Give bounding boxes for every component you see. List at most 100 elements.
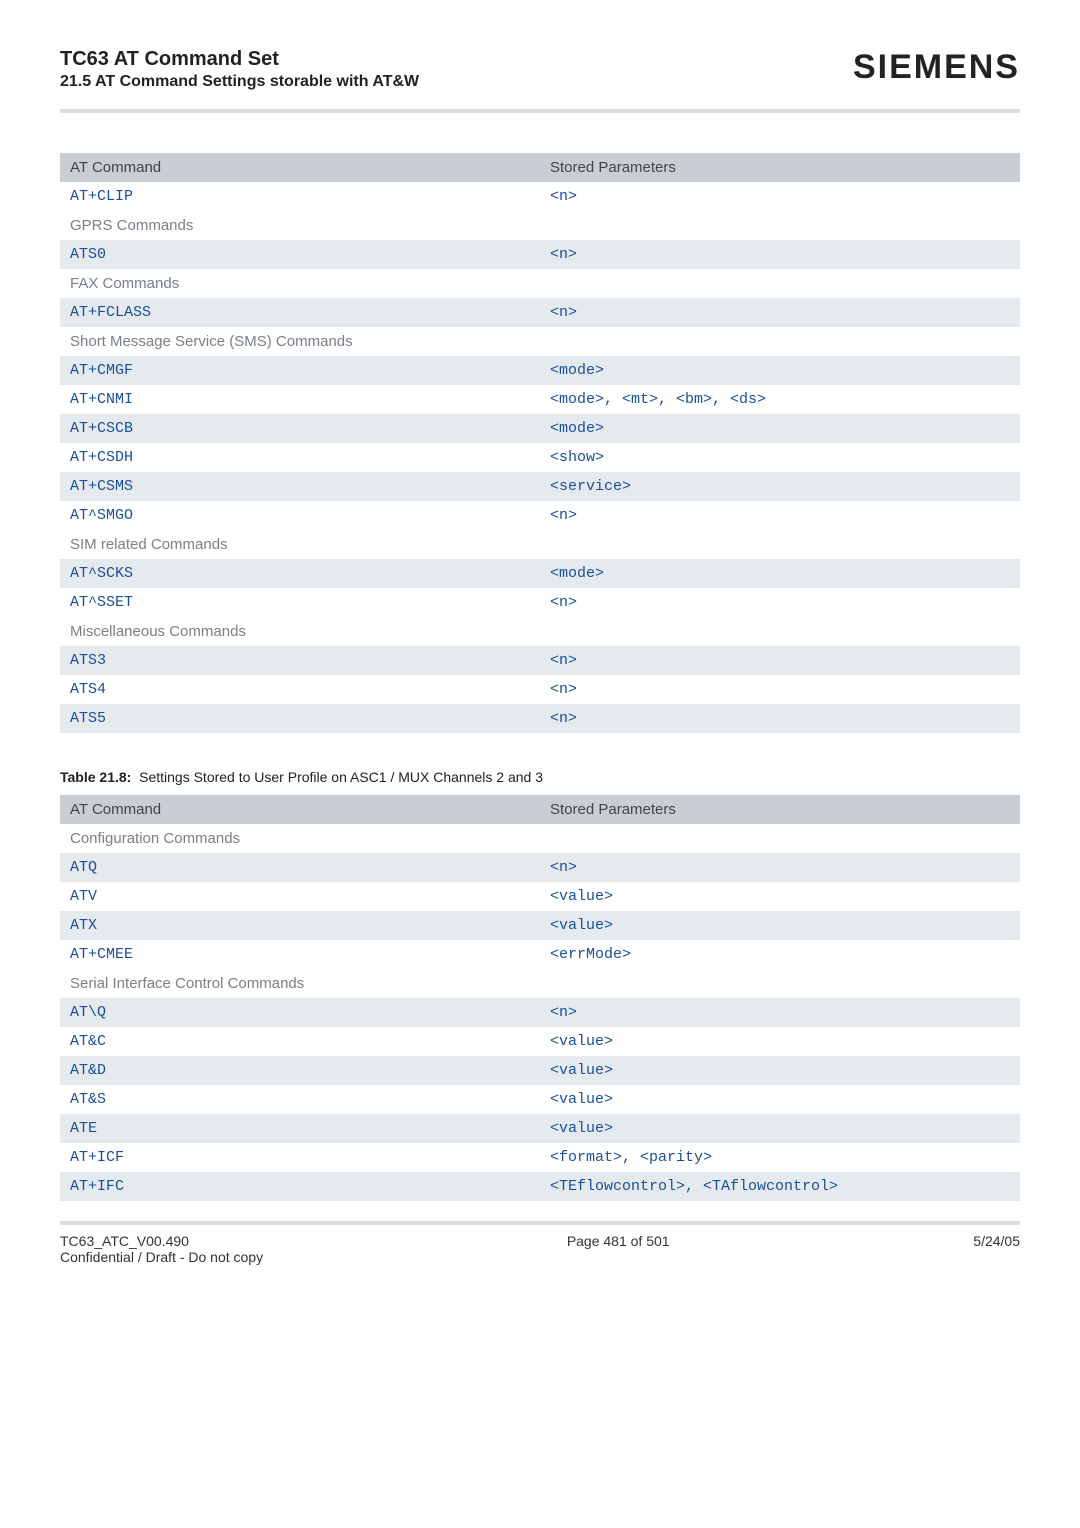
table-row: AT&D<value> xyxy=(60,1056,1020,1085)
table-row: AT^SSET<n> xyxy=(60,588,1020,617)
at-command: AT&C xyxy=(60,1027,540,1056)
footer-page: Page 481 of 501 xyxy=(567,1233,670,1265)
at-command: AT^SSET xyxy=(60,588,540,617)
table-row: ATS3<n> xyxy=(60,646,1020,675)
at-command: AT+CSDH xyxy=(60,443,540,472)
table-row: ATX<value> xyxy=(60,911,1020,940)
at-command: AT+FCLASS xyxy=(60,298,540,327)
at-command: AT+CSMS xyxy=(60,472,540,501)
table-row: AT&S<value> xyxy=(60,1085,1020,1114)
table-row: ATE<value> xyxy=(60,1114,1020,1143)
at-command: AT+CNMI xyxy=(60,385,540,414)
stored-parameters: <value> xyxy=(540,1027,1020,1056)
section-header: Configuration Commands xyxy=(60,824,1020,853)
table-row: ATQ<n> xyxy=(60,853,1020,882)
table2-caption-bold: Table 21.8: xyxy=(60,769,131,785)
footer-left: TC63_ATC_V00.490 Confidential / Draft - … xyxy=(60,1233,263,1265)
header-rule xyxy=(60,109,1020,113)
stored-parameters: <n> xyxy=(540,998,1020,1027)
at-command: ATS4 xyxy=(60,675,540,704)
table-row: AT+CMEE<errMode> xyxy=(60,940,1020,969)
footer-date: 5/24/05 xyxy=(973,1233,1020,1265)
at-command: AT^SCKS xyxy=(60,559,540,588)
at-command: AT\Q xyxy=(60,998,540,1027)
table-row: AT\Q<n> xyxy=(60,998,1020,1027)
table-row: AT^SCKS<mode> xyxy=(60,559,1020,588)
at-command: AT+CMEE xyxy=(60,940,540,969)
stored-parameters: <n> xyxy=(540,704,1020,733)
siemens-logo: SIEMENS xyxy=(853,48,1020,87)
at-command: AT+CSCB xyxy=(60,414,540,443)
stored-parameters: <n> xyxy=(540,853,1020,882)
at-command: ATS3 xyxy=(60,646,540,675)
stored-parameters: <n> xyxy=(540,240,1020,269)
stored-parameters: <service> xyxy=(540,472,1020,501)
table-row: AT+CMGF<mode> xyxy=(60,356,1020,385)
stored-parameters: <mode>, <mt>, <bm>, <ds> xyxy=(540,385,1020,414)
table-row: AT+ICF<format>, <parity> xyxy=(60,1143,1020,1172)
footer-doc-id: TC63_ATC_V00.490 xyxy=(60,1233,189,1249)
stored-parameters: <n> xyxy=(540,501,1020,530)
table1-col-cmd: AT Command xyxy=(60,153,540,182)
table1-col-param: Stored Parameters xyxy=(540,153,1020,182)
section-header: Short Message Service (SMS) Commands xyxy=(60,327,1020,356)
section-header: GPRS Commands xyxy=(60,211,1020,240)
at-command: AT+CLIP xyxy=(60,182,540,211)
stored-parameters: <mode> xyxy=(540,414,1020,443)
at-command: AT&S xyxy=(60,1085,540,1114)
at-command: ATX xyxy=(60,911,540,940)
table2-caption: Table 21.8: Settings Stored to User Prof… xyxy=(60,769,1020,785)
stored-parameters: <value> xyxy=(540,1114,1020,1143)
at-command: AT&D xyxy=(60,1056,540,1085)
stored-parameters: <n> xyxy=(540,588,1020,617)
table-row: AT+CSMS<service> xyxy=(60,472,1020,501)
stored-parameters: <value> xyxy=(540,911,1020,940)
table-row: AT+CNMI<mode>, <mt>, <bm>, <ds> xyxy=(60,385,1020,414)
at-command: AT+ICF xyxy=(60,1143,540,1172)
stored-parameters: <format>, <parity> xyxy=(540,1143,1020,1172)
stored-parameters: <n> xyxy=(540,646,1020,675)
stored-parameters: <mode> xyxy=(540,356,1020,385)
stored-parameters: <value> xyxy=(540,882,1020,911)
doc-subtitle: 21.5 AT Command Settings storable with A… xyxy=(60,73,419,91)
table-row: AT+CLIP<n> xyxy=(60,182,1020,211)
table-row: ATS0<n> xyxy=(60,240,1020,269)
stored-parameters: <TEflowcontrol>, <TAflowcontrol> xyxy=(540,1172,1020,1201)
table2-caption-text: Settings Stored to User Profile on ASC1 … xyxy=(139,769,543,785)
stored-parameters: <mode> xyxy=(540,559,1020,588)
section-header: Serial Interface Control Commands xyxy=(60,969,1020,998)
footer-rule xyxy=(60,1221,1020,1225)
at-command: ATV xyxy=(60,882,540,911)
at-command: ATE xyxy=(60,1114,540,1143)
stored-parameters: <n> xyxy=(540,182,1020,211)
table-row: AT+CSCB<mode> xyxy=(60,414,1020,443)
at-command: ATQ xyxy=(60,853,540,882)
at-command: AT+CMGF xyxy=(60,356,540,385)
stored-parameters: <show> xyxy=(540,443,1020,472)
table-row: AT+FCLASS<n> xyxy=(60,298,1020,327)
doc-title: TC63 AT Command Set xyxy=(60,48,419,71)
header-left: TC63 AT Command Set 21.5 AT Command Sett… xyxy=(60,48,419,91)
stored-parameters: <n> xyxy=(540,298,1020,327)
at-command: AT+IFC xyxy=(60,1172,540,1201)
stored-parameters: <value> xyxy=(540,1056,1020,1085)
page-header: TC63 AT Command Set 21.5 AT Command Sett… xyxy=(60,48,1020,103)
section-header: SIM related Commands xyxy=(60,530,1020,559)
table-row: AT+CSDH<show> xyxy=(60,443,1020,472)
table-row: ATV<value> xyxy=(60,882,1020,911)
table-row: ATS5<n> xyxy=(60,704,1020,733)
footer-confidential: Confidential / Draft - Do not copy xyxy=(60,1249,263,1265)
table-settings-2: AT Command Stored Parameters Configurati… xyxy=(60,795,1020,1201)
stored-parameters: <n> xyxy=(540,675,1020,704)
table-row: AT^SMGO<n> xyxy=(60,501,1020,530)
table-row: AT&C<value> xyxy=(60,1027,1020,1056)
table2-col-cmd: AT Command xyxy=(60,795,540,824)
section-header: FAX Commands xyxy=(60,269,1020,298)
table2-col-param: Stored Parameters xyxy=(540,795,1020,824)
stored-parameters: <value> xyxy=(540,1085,1020,1114)
stored-parameters: <errMode> xyxy=(540,940,1020,969)
at-command: ATS0 xyxy=(60,240,540,269)
section-header: Miscellaneous Commands xyxy=(60,617,1020,646)
table-row: AT+IFC<TEflowcontrol>, <TAflowcontrol> xyxy=(60,1172,1020,1201)
at-command: AT^SMGO xyxy=(60,501,540,530)
